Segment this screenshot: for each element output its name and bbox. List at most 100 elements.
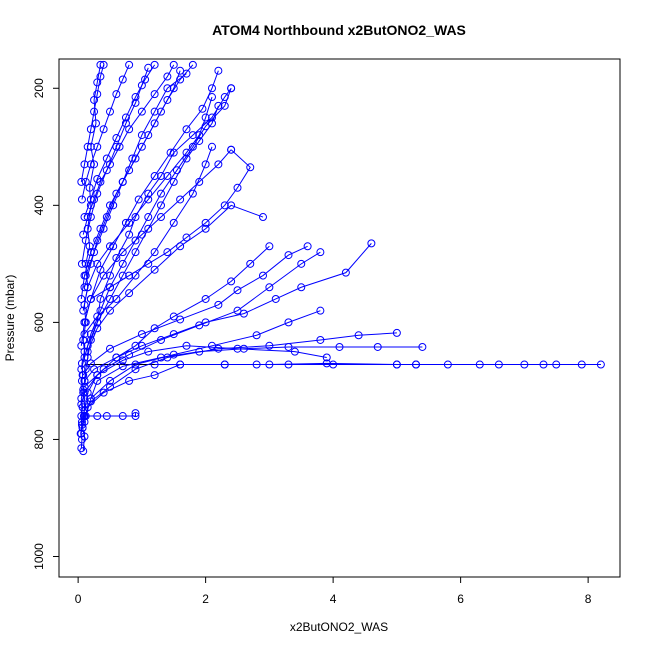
- data-point: [297, 259, 306, 268]
- series-23: [79, 60, 178, 239]
- data-point: [93, 376, 102, 385]
- data-point: [392, 328, 401, 337]
- data-point: [373, 342, 382, 351]
- data-point: [83, 341, 92, 350]
- data-point: [80, 283, 89, 292]
- series-line: [80, 70, 219, 346]
- y-tick-label: 800: [32, 429, 46, 449]
- data-point: [227, 201, 236, 210]
- data-point: [176, 195, 185, 204]
- data-point: [182, 233, 191, 242]
- data-point: [188, 189, 197, 198]
- data-point: [144, 224, 153, 233]
- data-point: [137, 341, 146, 350]
- data-point: [494, 360, 503, 369]
- data-point: [201, 218, 210, 227]
- data-point: [265, 283, 274, 292]
- data-point: [552, 360, 561, 369]
- data-point: [93, 174, 102, 183]
- series-24: [80, 60, 159, 222]
- data-point: [131, 236, 140, 245]
- data-point: [220, 360, 229, 369]
- data-point: [106, 344, 114, 353]
- data-point: [163, 72, 172, 81]
- data-point: [81, 177, 90, 186]
- data-point: [214, 101, 223, 110]
- series-6: [77, 341, 331, 409]
- data-point: [176, 315, 185, 324]
- data-point: [131, 341, 140, 350]
- data-point: [106, 271, 114, 280]
- data-point: [137, 131, 146, 140]
- series-line: [84, 413, 136, 417]
- data-point: [112, 353, 121, 362]
- data-point: [303, 242, 312, 251]
- data-point: [182, 341, 191, 350]
- y-tick-label: 1000: [32, 543, 46, 570]
- data-point: [157, 335, 165, 344]
- series-line: [80, 345, 327, 405]
- data-point: [341, 268, 350, 277]
- data-point: [128, 154, 137, 163]
- data-point: [157, 189, 165, 198]
- data-point: [150, 265, 159, 274]
- data-point: [220, 201, 229, 210]
- data-point: [150, 248, 159, 257]
- data-point: [208, 113, 216, 122]
- data-point: [195, 347, 204, 356]
- series-line: [85, 73, 187, 276]
- series-21: [80, 84, 236, 362]
- data-point: [80, 330, 89, 339]
- data-point: [86, 394, 95, 403]
- series-line: [85, 346, 423, 417]
- data-point: [80, 417, 89, 426]
- data-point: [96, 60, 105, 69]
- data-point: [131, 248, 140, 257]
- data-point: [284, 342, 293, 351]
- data-point: [182, 125, 191, 134]
- data-point: [316, 335, 325, 344]
- data-point: [106, 107, 114, 116]
- data-point: [144, 213, 153, 222]
- data-point: [252, 331, 261, 340]
- data-point: [85, 183, 94, 192]
- data-point: [520, 360, 529, 369]
- data-point: [284, 251, 293, 260]
- data-point: [83, 213, 92, 222]
- series-line: [82, 87, 232, 452]
- data-point: [91, 119, 100, 128]
- x-axis: 0 2 4 6 8: [75, 576, 592, 606]
- data-point: [182, 154, 191, 163]
- data-point: [80, 353, 89, 362]
- data-point: [252, 360, 261, 369]
- x-tick-label: 4: [330, 592, 337, 606]
- data-point: [144, 189, 153, 198]
- data-point: [77, 177, 86, 186]
- data-point: [79, 447, 88, 456]
- data-point: [176, 360, 185, 369]
- data-point: [227, 84, 236, 93]
- data-point: [539, 360, 548, 369]
- data-point: [150, 119, 159, 128]
- data-point: [118, 259, 127, 268]
- data-point: [79, 335, 88, 344]
- data-point: [80, 412, 89, 421]
- x-tick-label: 2: [202, 592, 209, 606]
- data-point: [163, 84, 172, 93]
- data-point: [214, 344, 223, 353]
- data-point: [316, 248, 325, 257]
- x-tick-label: 6: [457, 592, 464, 606]
- series-line: [84, 149, 232, 323]
- data-point: [214, 300, 223, 309]
- series-27: [80, 409, 140, 421]
- data-point: [188, 60, 197, 69]
- data-point: [86, 125, 95, 134]
- data-point: [322, 353, 331, 362]
- series-26: [77, 60, 108, 186]
- data-point: [121, 218, 130, 227]
- data-point: [96, 72, 105, 81]
- data-point: [81, 271, 90, 280]
- x-axis-label: x2ButONO2_WAS: [290, 620, 388, 634]
- data-point: [131, 412, 140, 421]
